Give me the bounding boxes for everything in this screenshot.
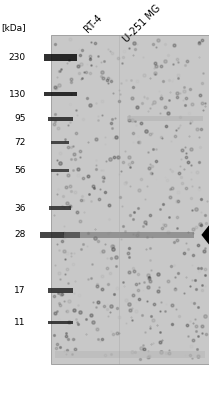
Text: 17: 17 <box>14 286 26 294</box>
Text: 56: 56 <box>14 166 26 175</box>
FancyBboxPatch shape <box>47 117 73 121</box>
FancyBboxPatch shape <box>40 232 80 238</box>
FancyBboxPatch shape <box>64 232 194 238</box>
Text: U-251 MG: U-251 MG <box>121 3 162 44</box>
Text: 72: 72 <box>14 138 26 147</box>
FancyBboxPatch shape <box>49 206 71 210</box>
FancyBboxPatch shape <box>47 320 73 324</box>
FancyBboxPatch shape <box>51 35 209 364</box>
Text: 28: 28 <box>14 230 26 239</box>
Text: [kDa]: [kDa] <box>1 23 26 32</box>
FancyBboxPatch shape <box>51 141 69 144</box>
Text: 230: 230 <box>9 53 26 62</box>
Text: 130: 130 <box>9 90 26 98</box>
FancyBboxPatch shape <box>47 288 73 292</box>
Text: 36: 36 <box>14 204 26 213</box>
FancyBboxPatch shape <box>55 351 205 358</box>
FancyBboxPatch shape <box>51 169 69 172</box>
FancyBboxPatch shape <box>44 92 76 96</box>
Text: 95: 95 <box>14 114 26 123</box>
FancyBboxPatch shape <box>44 54 76 61</box>
Text: RT-4: RT-4 <box>82 13 104 35</box>
Text: 11: 11 <box>14 318 26 327</box>
FancyBboxPatch shape <box>127 116 203 121</box>
Polygon shape <box>202 225 210 245</box>
